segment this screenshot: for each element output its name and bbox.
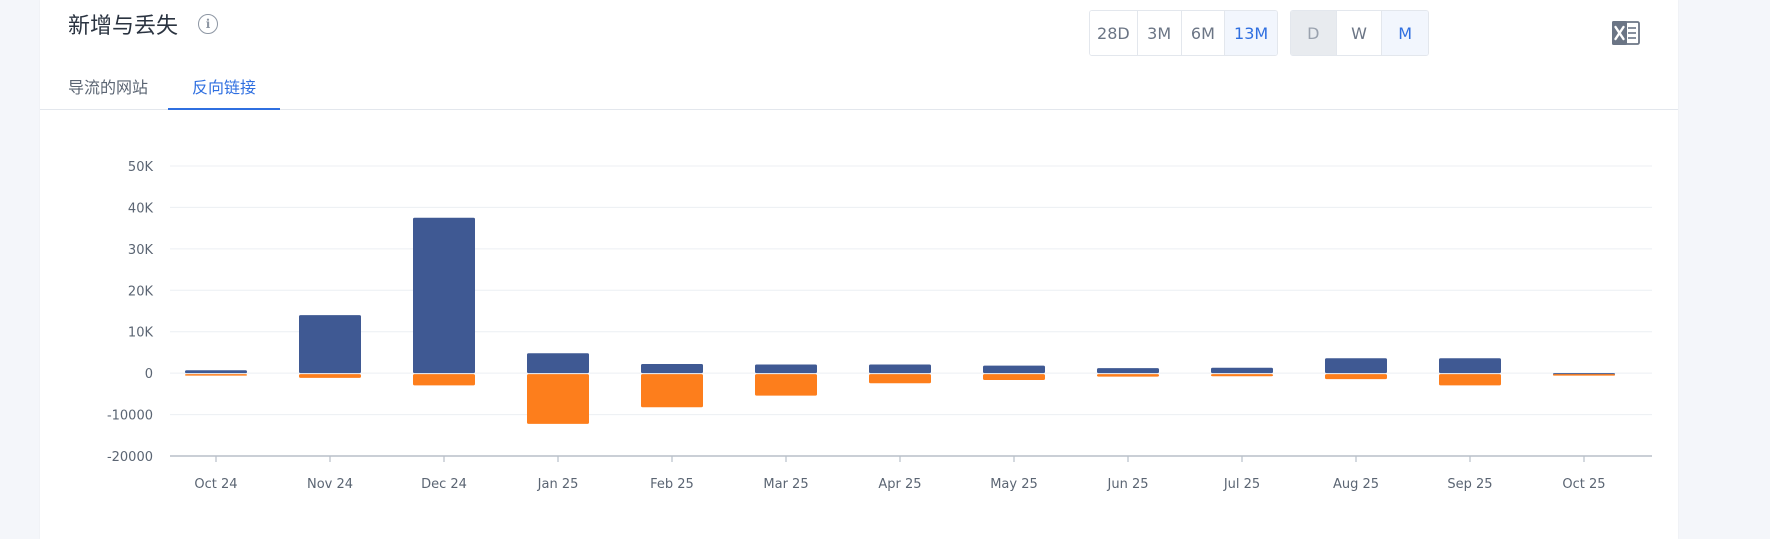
loss-bar (755, 374, 817, 396)
loss-bar (185, 374, 247, 376)
loss-bar (641, 374, 703, 408)
gain-bar (413, 217, 475, 374)
y-tick-label: 0 (145, 367, 153, 382)
gain-bar (869, 364, 931, 374)
loss-bar (299, 374, 361, 378)
gain-bar (185, 370, 247, 374)
x-tick-label: Dec 24 (421, 477, 467, 492)
loss-bar (869, 374, 931, 384)
info-icon[interactable]: i (198, 14, 219, 34)
loss-bar (1439, 374, 1501, 386)
y-tick-label: 50K (128, 160, 154, 175)
x-tick-label: Nov 24 (307, 477, 353, 492)
x-tick-label: Sep 25 (1447, 477, 1492, 492)
granularity-selector: D W M (1290, 10, 1429, 56)
x-tick-label: Jun 25 (1107, 477, 1149, 492)
loss-bar (1211, 374, 1273, 377)
y-tick-label: -10000 (107, 409, 153, 424)
granularity-week-button[interactable]: W (1336, 11, 1383, 55)
y-tick-label: 20K (128, 284, 154, 299)
gain-bar (1439, 358, 1501, 374)
tab-bar: 导流的网站 反向链接 (40, 66, 1678, 110)
y-tick-label: 10K (128, 326, 154, 341)
gain-bar (299, 315, 361, 374)
gain-bar (1211, 367, 1273, 374)
tab-label: 导流的网站 (68, 78, 149, 97)
x-tick-label: Aug 25 (1333, 477, 1379, 492)
page-title: 新增与丢失 (68, 14, 179, 39)
x-tick-label: Feb 25 (650, 477, 694, 492)
gain-bar (527, 353, 589, 374)
period-13m-button[interactable]: 13M (1225, 11, 1277, 55)
tab-label: 反向链接 (191, 78, 256, 97)
tab-backlinks[interactable]: 反向链接 (168, 74, 280, 110)
loss-bar (1097, 374, 1159, 377)
loss-bar (983, 374, 1045, 380)
x-tick-label: Mar 25 (763, 477, 808, 492)
gain-bar (1097, 368, 1159, 374)
period-selector: 28D 3M 6M 13M (1089, 10, 1278, 56)
gain-bar (983, 365, 1045, 374)
x-tick-label: Jul 25 (1223, 477, 1260, 492)
gains-losses-chart: 50K 40K 30K 20K 10K 0 -10000 -20000 Oct 24 Nov 24… (107, 160, 1652, 492)
loss-bar (527, 374, 589, 424)
backlinks-card: 新增与丢失 i 导流的网站 反向链接 28D 3M 6M 13M D W M 5… (40, 0, 1678, 539)
y-tick-label: -20000 (107, 450, 153, 465)
y-tick-label: 30K (128, 243, 154, 258)
gain-bar (1325, 358, 1387, 374)
granularity-month-button[interactable]: M (1382, 11, 1428, 55)
x-tick-label: Oct 24 (194, 477, 237, 492)
granularity-day-button[interactable]: D (1291, 11, 1337, 55)
loss-bar (413, 374, 475, 386)
x-tick-label: Jan 25 (537, 477, 579, 492)
gain-bar (641, 364, 703, 374)
loss-bar (1325, 374, 1387, 380)
x-tick-label: May 25 (990, 477, 1038, 492)
period-3m-button[interactable]: 3M (1137, 11, 1182, 55)
period-6m-button[interactable]: 6M (1181, 11, 1226, 55)
x-tick-label: Oct 25 (1562, 477, 1605, 492)
excel-icon[interactable] (1611, 19, 1641, 47)
x-tick-label: Apr 25 (878, 477, 921, 492)
title-row: 新增与丢失 i (68, 8, 219, 40)
y-tick-label: 40K (128, 201, 154, 216)
period-28d-button[interactable]: 28D (1090, 11, 1138, 55)
gain-bar (755, 364, 817, 374)
tab-referring-sites[interactable]: 导流的网站 (68, 74, 148, 110)
loss-bar (1553, 374, 1615, 376)
